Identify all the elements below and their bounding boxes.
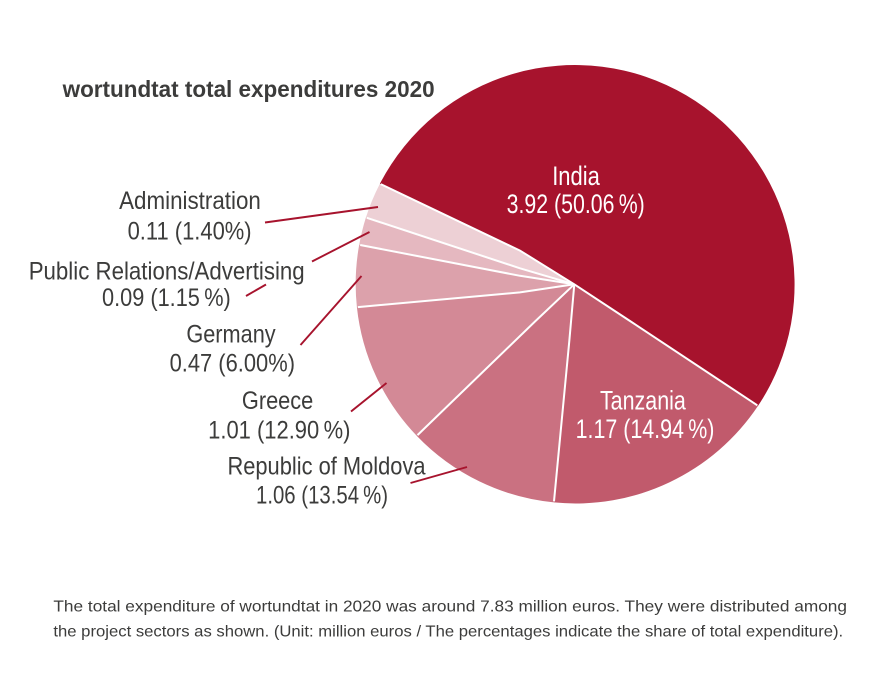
svg-text:0.09 (1.15 %): 0.09 (1.15 %) [102,284,231,312]
svg-text:India: India [552,161,600,191]
svg-text:Tanzania: Tanzania [600,386,687,416]
svg-text:Germany: Germany [186,321,276,349]
svg-text:0.47 (6.00%): 0.47 (6.00%) [170,350,295,378]
svg-text:wortundtat total expenditures: wortundtat total expenditures 2020 [62,76,435,102]
svg-text:Greece: Greece [242,387,313,415]
svg-text:1.01 (12.90 %): 1.01 (12.90 %) [208,417,350,445]
svg-text:1.06 (13.54 %): 1.06 (13.54 %) [256,482,388,510]
svg-text:0.11 (1.40%): 0.11 (1.40%) [128,217,252,245]
svg-text:Public Relations/Advertising: Public Relations/Advertising [29,258,305,286]
svg-text:Republic of Moldova: Republic of Moldova [227,453,425,481]
svg-text:The total expenditure of wortu: The total expenditure of wortundtat in 2… [53,599,847,616]
svg-text:3.92 (50.06 %): 3.92 (50.06 %) [507,189,645,219]
svg-text:Administration: Administration [119,187,261,215]
svg-text:1.17 (14.94 %): 1.17 (14.94 %) [576,414,715,444]
svg-text:the project sectors as shown.: the project sectors as shown. (Unit: mil… [53,624,843,641]
